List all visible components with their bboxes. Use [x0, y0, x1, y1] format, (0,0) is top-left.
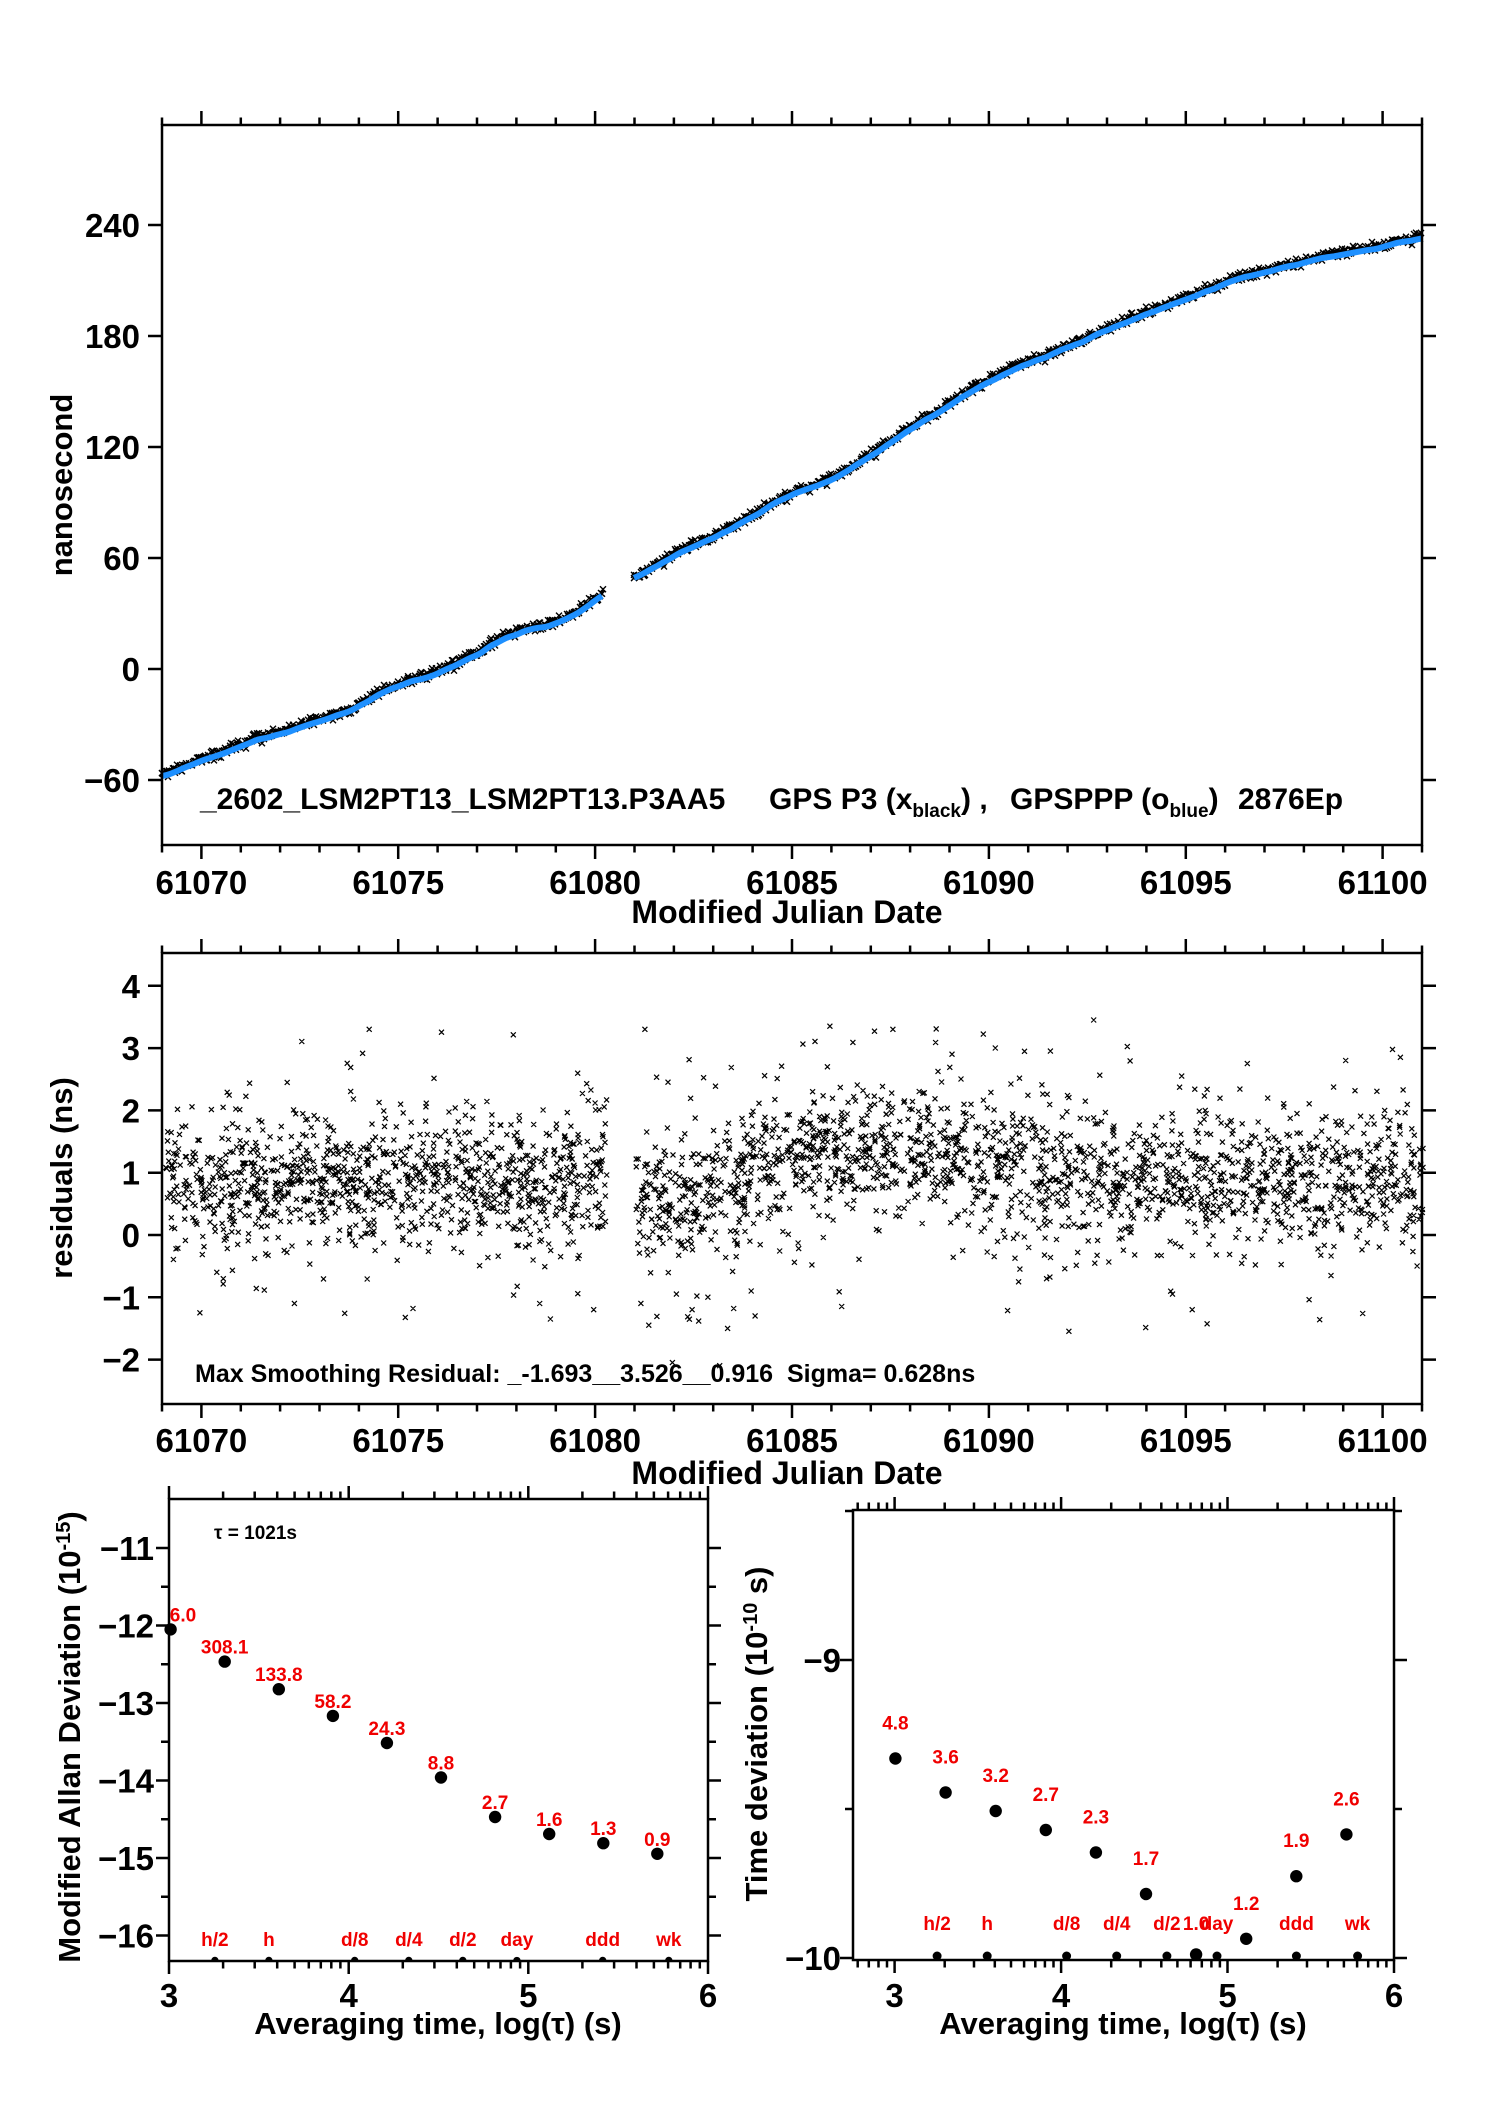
- svg-text:d/8: d/8: [1053, 1914, 1080, 1935]
- svg-text:day: day: [1201, 1914, 1234, 1935]
- svg-text:61085: 61085: [746, 1422, 838, 1459]
- svg-text:61080: 61080: [549, 1422, 641, 1459]
- svg-text:4: 4: [340, 1977, 359, 2014]
- svg-text:2.6: 2.6: [1333, 1789, 1359, 1810]
- svg-text:d/8: d/8: [341, 1930, 368, 1951]
- svg-text:61090: 61090: [943, 1422, 1035, 1459]
- svg-text:2.3: 2.3: [1083, 1808, 1109, 1829]
- svg-text:6: 6: [1385, 1977, 1403, 2014]
- svg-text:61100: 61100: [1338, 864, 1428, 901]
- svg-text:Averaging time, log(τ) (s): Averaging time, log(τ) (s): [254, 2006, 622, 2041]
- svg-text:_2602_LSM2PT13_LSM2PT13.P3AA5: _2602_LSM2PT13_LSM2PT13.P3AA5: [199, 783, 725, 816]
- svg-text:ddd: ddd: [1279, 1914, 1314, 1935]
- svg-text:d/2: d/2: [449, 1930, 476, 1951]
- svg-text:2.7: 2.7: [1033, 1785, 1059, 1806]
- svg-text:Averaging time, log(τ) (s): Averaging time, log(τ) (s): [939, 2006, 1307, 2041]
- svg-text:wk: wk: [1344, 1914, 1371, 1935]
- svg-text:−16: −16: [98, 1918, 154, 1955]
- svg-text:1.0: 1.0: [1183, 1914, 1209, 1935]
- svg-text:−9: −9: [803, 1642, 841, 1679]
- svg-text:−60: −60: [84, 762, 140, 799]
- svg-text:1.2: 1.2: [1233, 1894, 1259, 1915]
- svg-text:61100: 61100: [1338, 1422, 1428, 1459]
- svg-text:GPSPPP (oblue): GPSPPP (oblue): [1010, 783, 1219, 822]
- svg-text:−2: −2: [102, 1342, 140, 1379]
- svg-text:3.2: 3.2: [982, 1766, 1008, 1787]
- svg-text:58.2: 58.2: [314, 1692, 351, 1713]
- svg-text:GPS P3 (xblack) ,: GPS P3 (xblack) ,: [769, 783, 988, 822]
- svg-text:Modified Julian Date: Modified Julian Date: [631, 1455, 942, 1491]
- svg-text:d/2: d/2: [1153, 1914, 1180, 1935]
- svg-text:h: h: [263, 1930, 275, 1951]
- svg-text:residuals (ns): residuals (ns): [44, 1077, 79, 1279]
- svg-text:133.8: 133.8: [255, 1665, 303, 1686]
- svg-text:61070: 61070: [156, 864, 248, 901]
- svg-text:Modified Julian Date: Modified Julian Date: [631, 894, 942, 930]
- svg-text:61090: 61090: [943, 864, 1035, 901]
- svg-text:0.9: 0.9: [644, 1830, 670, 1851]
- svg-text:61085: 61085: [746, 864, 838, 901]
- svg-text:4: 4: [1052, 1977, 1071, 2014]
- svg-text:61080: 61080: [549, 864, 641, 901]
- svg-text:1.6: 1.6: [536, 1810, 562, 1831]
- svg-text:h: h: [981, 1914, 993, 1935]
- svg-text:−15: −15: [98, 1840, 154, 1877]
- svg-text:day: day: [501, 1930, 534, 1951]
- svg-text:−11: −11: [100, 1530, 154, 1567]
- svg-text:d/4: d/4: [395, 1930, 423, 1951]
- svg-text:3.6: 3.6: [932, 1748, 958, 1769]
- svg-text:3: 3: [160, 1977, 178, 2014]
- svg-text:180: 180: [85, 318, 140, 355]
- svg-text:61095: 61095: [1140, 864, 1232, 901]
- svg-text:1.9: 1.9: [1283, 1831, 1309, 1852]
- svg-text:61075: 61075: [352, 1422, 444, 1459]
- svg-text:4: 4: [122, 968, 141, 1005]
- svg-text:8.8: 8.8: [428, 1754, 454, 1775]
- svg-text:wk: wk: [655, 1930, 682, 1951]
- svg-text:61095: 61095: [1140, 1422, 1232, 1459]
- svg-text:24.3: 24.3: [368, 1719, 405, 1740]
- svg-text:3: 3: [122, 1030, 140, 1067]
- svg-text:−1: −1: [102, 1279, 140, 1316]
- svg-text:3: 3: [885, 1977, 903, 2014]
- svg-text:4.8: 4.8: [882, 1714, 908, 1735]
- svg-text:120: 120: [85, 429, 140, 466]
- svg-text:h/2: h/2: [923, 1914, 950, 1935]
- svg-text:0: 0: [122, 651, 140, 688]
- svg-text:2: 2: [122, 1092, 140, 1129]
- svg-text:308.1: 308.1: [201, 1638, 249, 1659]
- svg-text:2876Ep: 2876Ep: [1238, 783, 1343, 816]
- svg-text:nanosecond: nanosecond: [44, 394, 79, 577]
- svg-text:ddd: ddd: [585, 1930, 620, 1951]
- svg-text:τ = 1021s: τ = 1021s: [214, 1523, 297, 1544]
- svg-text:−14: −14: [98, 1763, 155, 1800]
- svg-text:60: 60: [103, 540, 140, 577]
- svg-text:5: 5: [519, 1977, 537, 2014]
- svg-text:Modified Allan Deviation (10-1: Modified Allan Deviation (10-15): [52, 1511, 87, 1962]
- svg-text:240: 240: [85, 207, 140, 244]
- svg-text:61070: 61070: [156, 1422, 248, 1459]
- svg-text:2.7: 2.7: [482, 1793, 508, 1814]
- svg-text:Max Smoothing Residual: _-1.69: Max Smoothing Residual: _-1.693__3.526__…: [195, 1360, 975, 1388]
- svg-text:5: 5: [1218, 1977, 1236, 2014]
- svg-text:−12: −12: [98, 1608, 154, 1645]
- svg-text:−10: −10: [785, 1940, 841, 1977]
- svg-text:d/4: d/4: [1103, 1914, 1131, 1935]
- svg-text:6: 6: [699, 1977, 717, 2014]
- svg-text:61075: 61075: [352, 864, 444, 901]
- svg-text:h/2: h/2: [201, 1930, 228, 1951]
- svg-text:−13: −13: [98, 1685, 154, 1722]
- svg-text:0: 0: [122, 1217, 140, 1254]
- svg-text:1: 1: [122, 1155, 140, 1192]
- svg-text:6.0: 6.0: [170, 1605, 196, 1626]
- svg-text:1.3: 1.3: [590, 1819, 616, 1840]
- svg-text:1.7: 1.7: [1133, 1849, 1159, 1870]
